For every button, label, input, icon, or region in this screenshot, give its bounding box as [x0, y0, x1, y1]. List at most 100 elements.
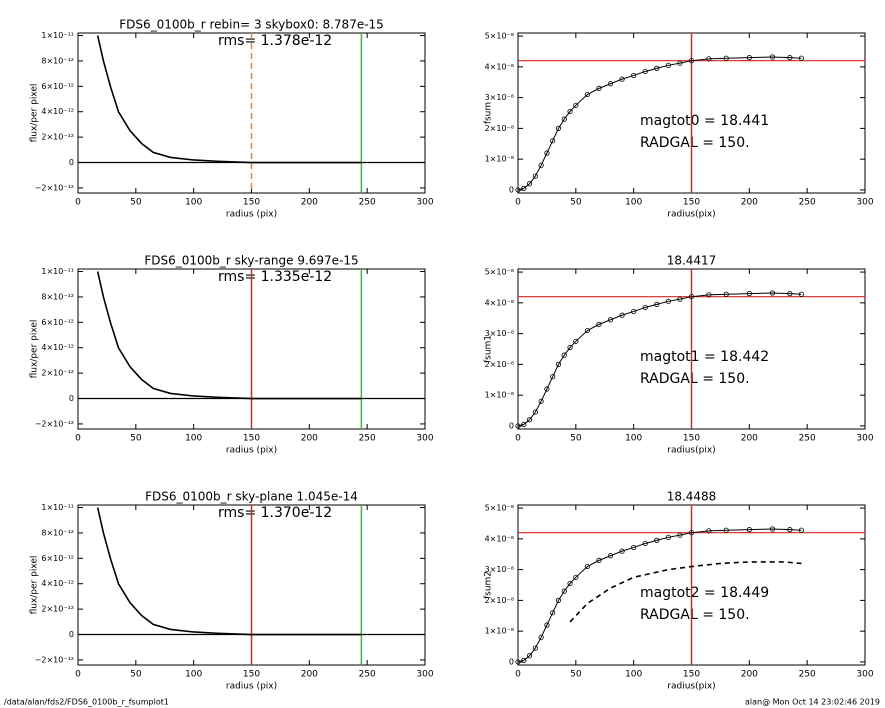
marker — [723, 527, 729, 533]
x-tick-label: 250 — [359, 434, 376, 444]
y-tick-label: 1×10⁻¹¹ — [41, 31, 74, 40]
marker — [665, 298, 671, 304]
x-tick-label: 50 — [570, 198, 582, 208]
x-tick-label: 300 — [416, 434, 433, 444]
marker — [654, 65, 660, 71]
marker — [596, 557, 602, 563]
marker — [798, 527, 804, 533]
marker — [619, 76, 625, 82]
marker — [688, 530, 695, 536]
chart-title: 18.4417 — [667, 254, 717, 268]
y-tick-label: 5×10⁻⁸ — [485, 504, 514, 513]
chart-title: FDS6_0100b_r rebin= 3 skybox0: 8.787e-15 — [119, 18, 384, 32]
marker — [619, 312, 625, 318]
marker — [584, 327, 591, 334]
marker — [706, 528, 712, 534]
y-axis-label: flux/per pixel — [30, 556, 40, 615]
chart-title: FDS6_0100b_r sky-plane 1.045e-14 — [145, 490, 358, 504]
marker — [798, 55, 804, 61]
x-tick-label: 250 — [359, 670, 376, 680]
x-tick-label: 100 — [185, 198, 202, 208]
annotation: rms= 1.378e-12 — [218, 33, 332, 49]
marker — [787, 527, 793, 533]
x-tick-label: 300 — [856, 434, 873, 444]
x-tick-label: 0 — [515, 434, 521, 444]
y-tick-label: 2×10⁻⁸ — [485, 596, 514, 605]
y-tick-label: 2×10⁻¹² — [41, 369, 74, 378]
y-tick-label: 8×10⁻¹² — [41, 56, 74, 65]
marker — [584, 563, 591, 570]
marker — [561, 352, 567, 358]
y-tick-label: 0 — [69, 630, 74, 639]
y-tick-label: 0 — [69, 158, 74, 167]
marker — [538, 634, 544, 640]
annotation: magtot0 = 18.441 — [640, 113, 769, 129]
marker — [769, 526, 776, 532]
series-line — [96, 35, 362, 164]
x-tick-label: 200 — [301, 198, 318, 208]
y-axis-label: flux/per pixel — [30, 84, 40, 143]
marker — [654, 537, 660, 543]
marker — [746, 527, 752, 533]
y-tick-label: 8×10⁻¹² — [41, 528, 74, 537]
x-tick-label: 150 — [683, 434, 700, 444]
marker — [723, 55, 729, 61]
marker — [631, 72, 637, 79]
marker — [769, 290, 776, 296]
marker — [654, 301, 660, 307]
x-tick-label: 300 — [856, 198, 873, 208]
x-axis-label: radius(pix) — [667, 682, 715, 692]
marker — [521, 657, 527, 663]
x-axis-label: radius(pix) — [667, 210, 715, 220]
marker — [567, 580, 573, 587]
marker — [526, 653, 533, 659]
marker — [526, 181, 533, 187]
marker — [515, 423, 521, 429]
y-tick-label: 1×10⁻¹¹ — [41, 503, 74, 512]
marker — [561, 588, 567, 594]
marker — [544, 150, 550, 156]
marker — [561, 116, 567, 122]
marker — [567, 344, 573, 351]
y-axis-label: fsum1 — [484, 335, 494, 363]
x-tick-label: 50 — [130, 198, 142, 208]
y-axis-label: fsum2 — [484, 571, 494, 599]
x-tick-label: 0 — [515, 670, 521, 680]
x-tick-label: 300 — [416, 198, 433, 208]
marker — [555, 361, 562, 367]
x-tick-label: 200 — [741, 434, 758, 444]
marker — [769, 54, 776, 60]
marker — [619, 548, 625, 554]
x-axis-label: radius(pix) — [667, 446, 715, 456]
marker — [538, 162, 544, 168]
y-tick-label: −2×10⁻¹² — [35, 183, 74, 192]
marker — [746, 55, 752, 61]
series-line — [569, 561, 802, 623]
marker — [631, 308, 637, 315]
y-tick-label: 3×10⁻⁸ — [485, 329, 514, 338]
marker — [787, 291, 793, 297]
y-tick-label: −2×10⁻¹² — [35, 419, 74, 428]
marker — [706, 56, 712, 62]
y-tick-label: 4×10⁻¹² — [41, 579, 74, 588]
y-tick-label: 3×10⁻⁸ — [485, 93, 514, 102]
x-tick-label: 0 — [75, 434, 81, 444]
annotation: rms= 1.370e-12 — [218, 505, 332, 521]
y-tick-label: 2×10⁻¹² — [41, 133, 74, 142]
x-tick-label: 200 — [301, 670, 318, 680]
marker — [515, 187, 521, 193]
x-tick-label: 200 — [741, 670, 758, 680]
y-tick-label: 4×10⁻¹² — [41, 107, 74, 116]
marker — [550, 138, 556, 144]
marker — [550, 610, 556, 616]
marker — [515, 659, 521, 665]
marker — [665, 62, 671, 68]
x-tick-label: 200 — [301, 434, 318, 444]
x-tick-label: 50 — [130, 670, 142, 680]
x-tick-label: 50 — [570, 670, 582, 680]
marker — [798, 291, 804, 297]
marker — [677, 60, 683, 66]
y-tick-label: 6×10⁻¹² — [41, 318, 74, 327]
